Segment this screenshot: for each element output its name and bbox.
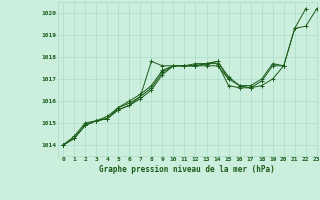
X-axis label: Graphe pression niveau de la mer (hPa): Graphe pression niveau de la mer (hPa) [99, 165, 275, 174]
